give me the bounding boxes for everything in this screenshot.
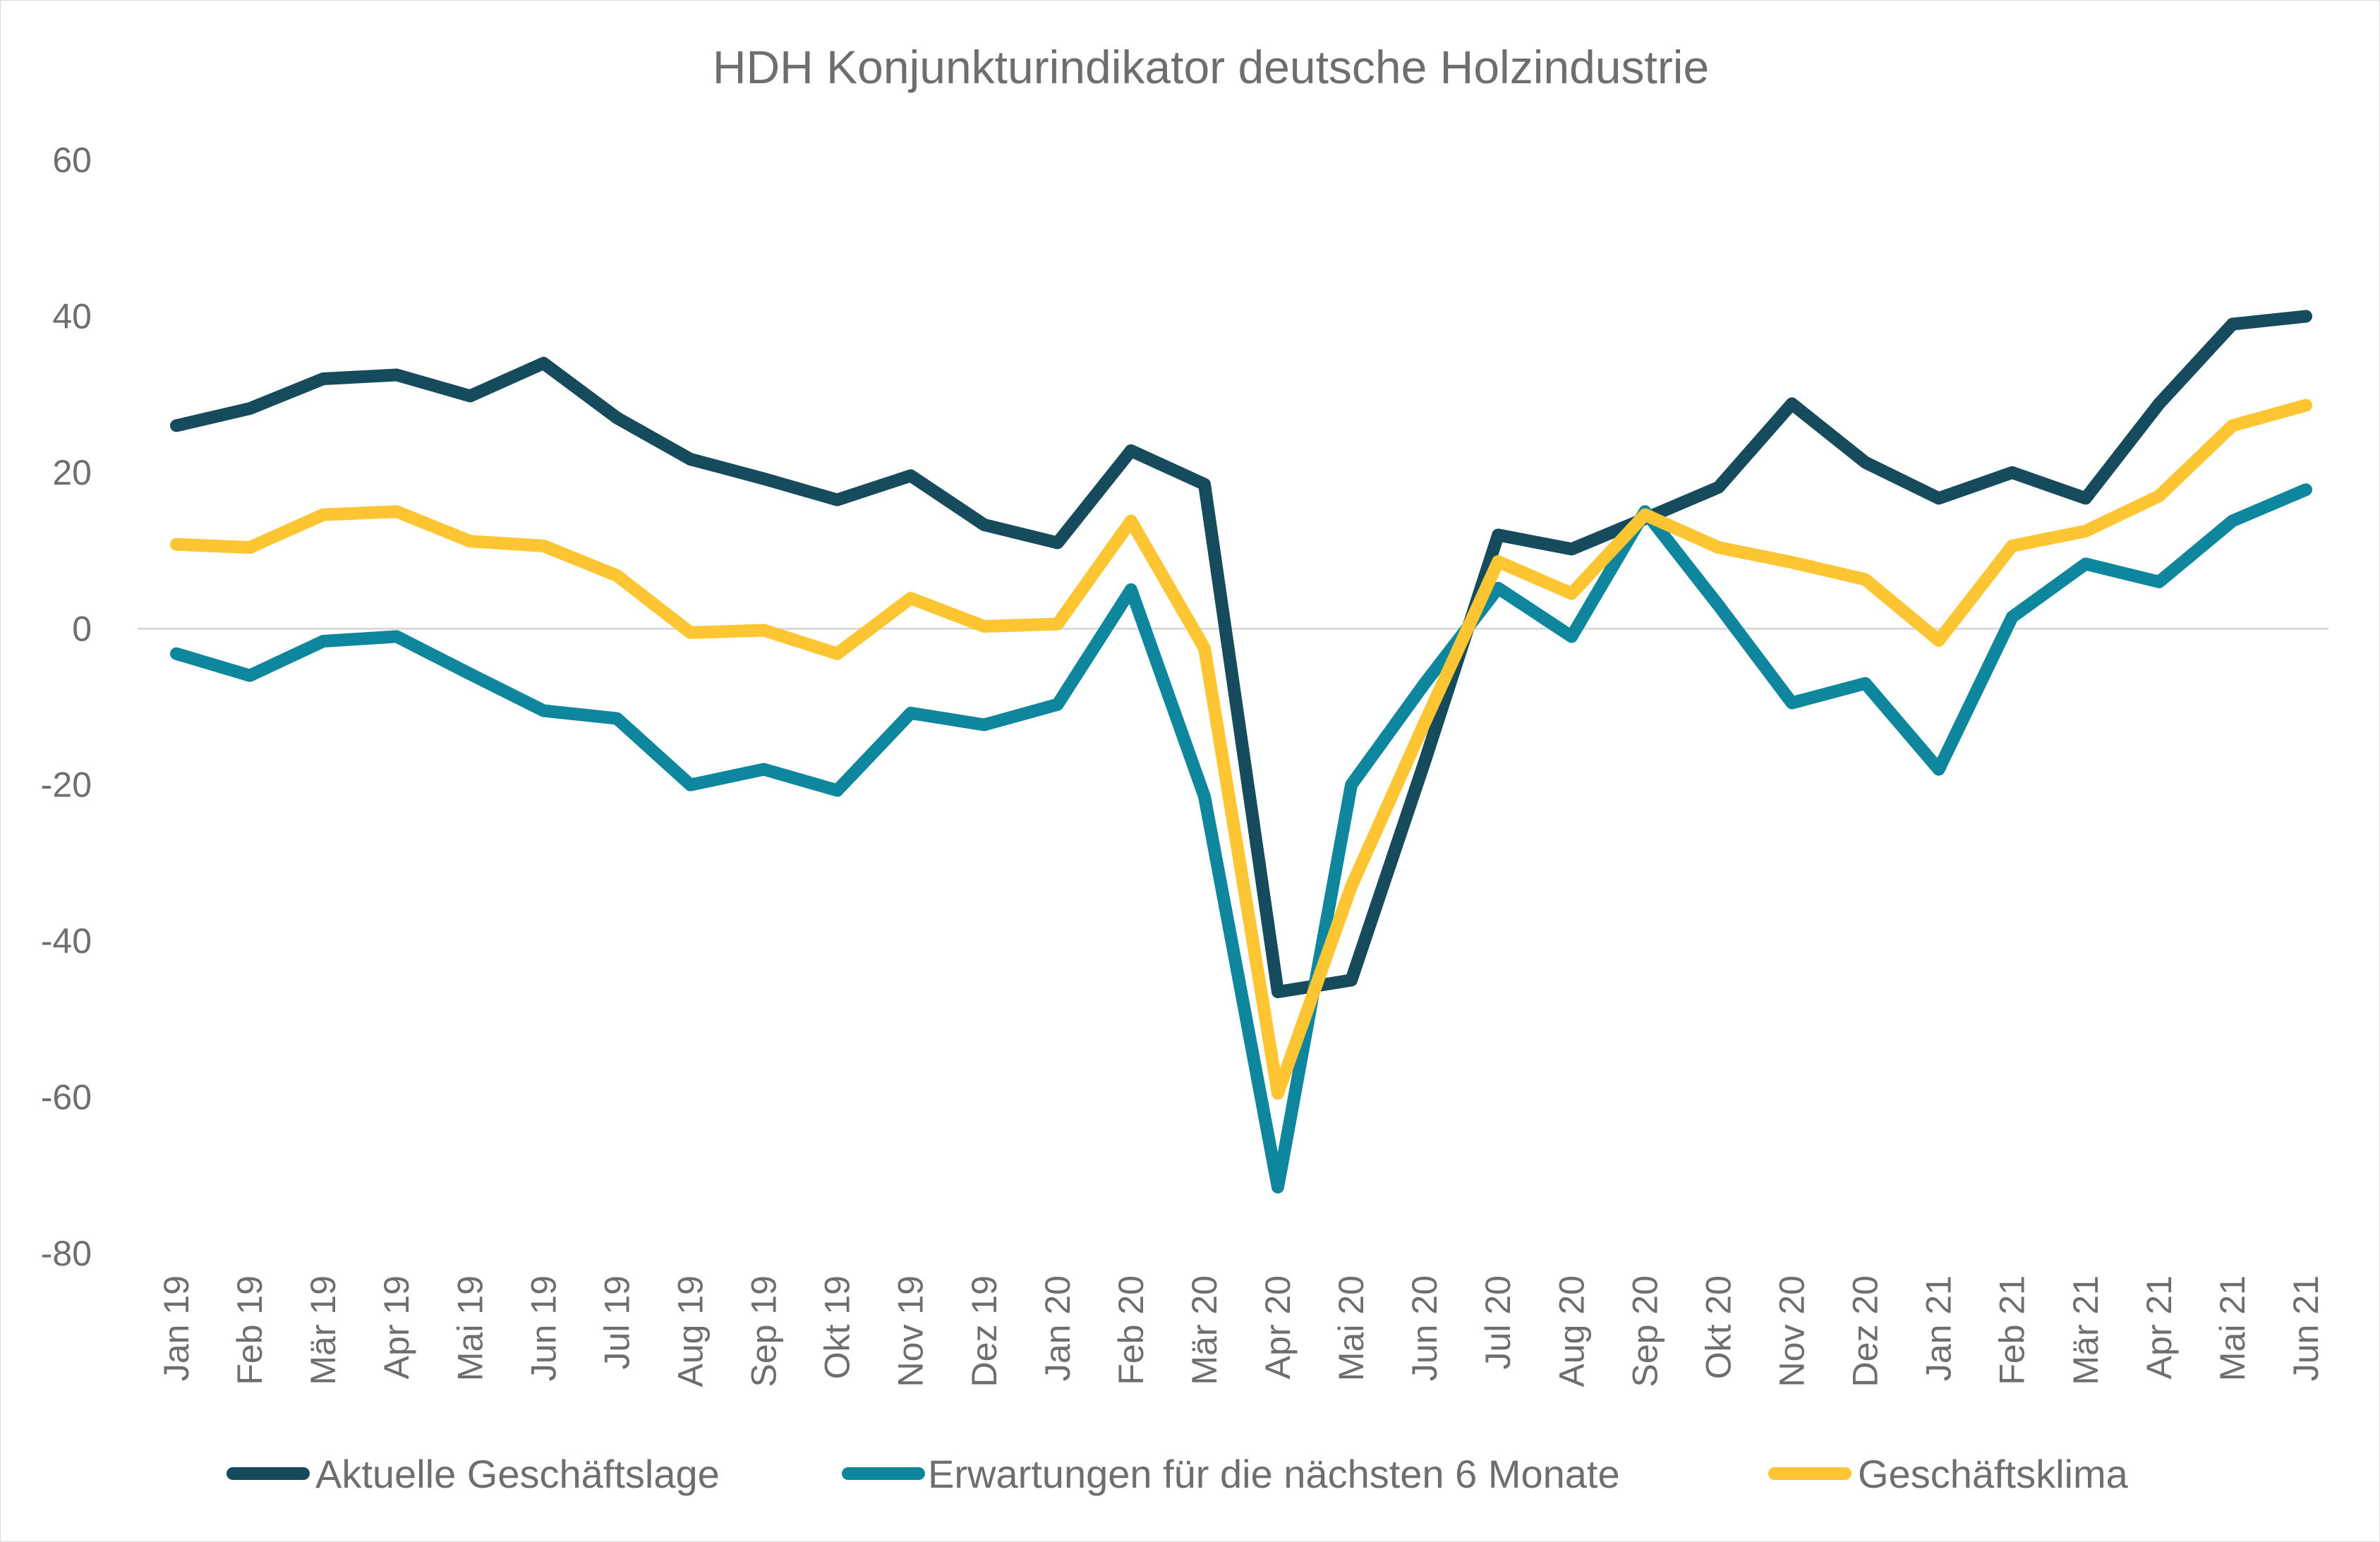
x-tick-label: Mär 20 [1185,1275,1224,1385]
x-tick-label: Jan 20 [1038,1275,1077,1381]
x-tick-label: Dez 19 [965,1275,1004,1387]
x-tick-label: Dez 20 [1846,1275,1885,1387]
y-tick-label: 20 [52,453,92,492]
plot-area [170,310,2312,1194]
x-tick-label: Jul 19 [597,1275,636,1369]
x-tick-label: Jun 21 [2286,1275,2326,1381]
x-tick-label: Apr 20 [1258,1275,1298,1379]
x-tick-label: Nov 19 [891,1275,931,1387]
y-tick-label: 0 [72,609,92,648]
y-axis: 60 40 20 0 -20 -40 -60 -80 [41,140,92,1273]
x-tick-label: Mai 20 [1331,1275,1371,1381]
x-tick-label: Mär 21 [2066,1275,2106,1385]
series-line-1 [170,310,2312,999]
x-tick-label: Okt 19 [818,1275,857,1379]
x-tick-label: Jan 19 [157,1275,196,1381]
x-tick-label: Nov 20 [1772,1275,1812,1387]
x-tick-label: Okt 20 [1698,1275,1738,1379]
x-tick-label: Feb 19 [230,1275,270,1385]
chart-title: HDH Konjunkturindikator deutsche Holzind… [713,41,1709,93]
series-line-3 [170,399,2312,1100]
y-tick-label: -20 [41,765,92,805]
x-tick-label: Mai 19 [450,1275,490,1381]
x-axis: Jan 19 Feb 19 Mär 19 Apr 19 Mai 19 Jun 19 Jul … [157,1275,2326,1387]
x-tick-label: Jun 20 [1405,1275,1444,1381]
x-tick-label: Feb 20 [1111,1275,1151,1385]
x-tick-label: Mai 21 [2213,1275,2252,1381]
y-tick-label: -80 [41,1234,92,1273]
y-tick-label: 40 [52,296,92,336]
x-tick-label: Apr 21 [2139,1275,2179,1379]
x-tick-label: Aug 19 [670,1275,710,1387]
y-tick-label: -60 [41,1078,92,1117]
legend: Aktuelle Geschäftslage Erwartungen für di… [226,1452,2129,1496]
x-tick-label: Feb 21 [1993,1275,2032,1385]
x-tick-label: Jun 19 [524,1275,563,1381]
y-tick-label: -40 [41,921,92,961]
x-tick-label: Sep 20 [1625,1275,1665,1387]
legend-label-1: Aktuelle Geschäftslage [315,1452,720,1496]
x-tick-label: Jul 20 [1478,1275,1518,1369]
legend-label-3: Geschäftsklima [1858,1452,2129,1496]
y-tick-label: 60 [52,140,92,180]
series-line-2 [170,483,2312,1194]
x-tick-label: Aug 20 [1552,1275,1591,1387]
x-tick-label: Mär 19 [303,1275,343,1385]
x-tick-label: Sep 19 [744,1275,784,1387]
x-tick-label: Apr 19 [377,1275,416,1379]
legend-label-2: Erwartungen für die nächsten 6 Monate [928,1452,1620,1496]
x-tick-label: Jan 21 [1919,1275,1959,1381]
